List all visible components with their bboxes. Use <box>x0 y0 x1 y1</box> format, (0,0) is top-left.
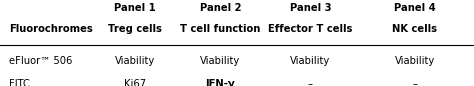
Text: Panel 3: Panel 3 <box>290 3 331 13</box>
Text: –: – <box>308 79 313 86</box>
Text: Panel 4: Panel 4 <box>394 3 436 13</box>
Text: Treg cells: Treg cells <box>108 24 162 34</box>
Text: Panel 2: Panel 2 <box>200 3 241 13</box>
Text: eFluor™ 506: eFluor™ 506 <box>9 56 73 66</box>
Text: Ki67: Ki67 <box>124 79 146 86</box>
Text: Viability: Viability <box>395 56 435 66</box>
Text: NK cells: NK cells <box>392 24 437 34</box>
Text: Viability: Viability <box>291 56 330 66</box>
Text: IFN-γ: IFN-γ <box>206 79 235 86</box>
Text: Panel 1: Panel 1 <box>114 3 156 13</box>
Text: –: – <box>412 79 417 86</box>
Text: Viability: Viability <box>115 56 155 66</box>
Text: Viability: Viability <box>201 56 240 66</box>
Text: Fluorochromes: Fluorochromes <box>9 24 93 34</box>
Text: T cell function: T cell function <box>180 24 261 34</box>
Text: FITC: FITC <box>9 79 30 86</box>
Text: Effector T cells: Effector T cells <box>268 24 353 34</box>
